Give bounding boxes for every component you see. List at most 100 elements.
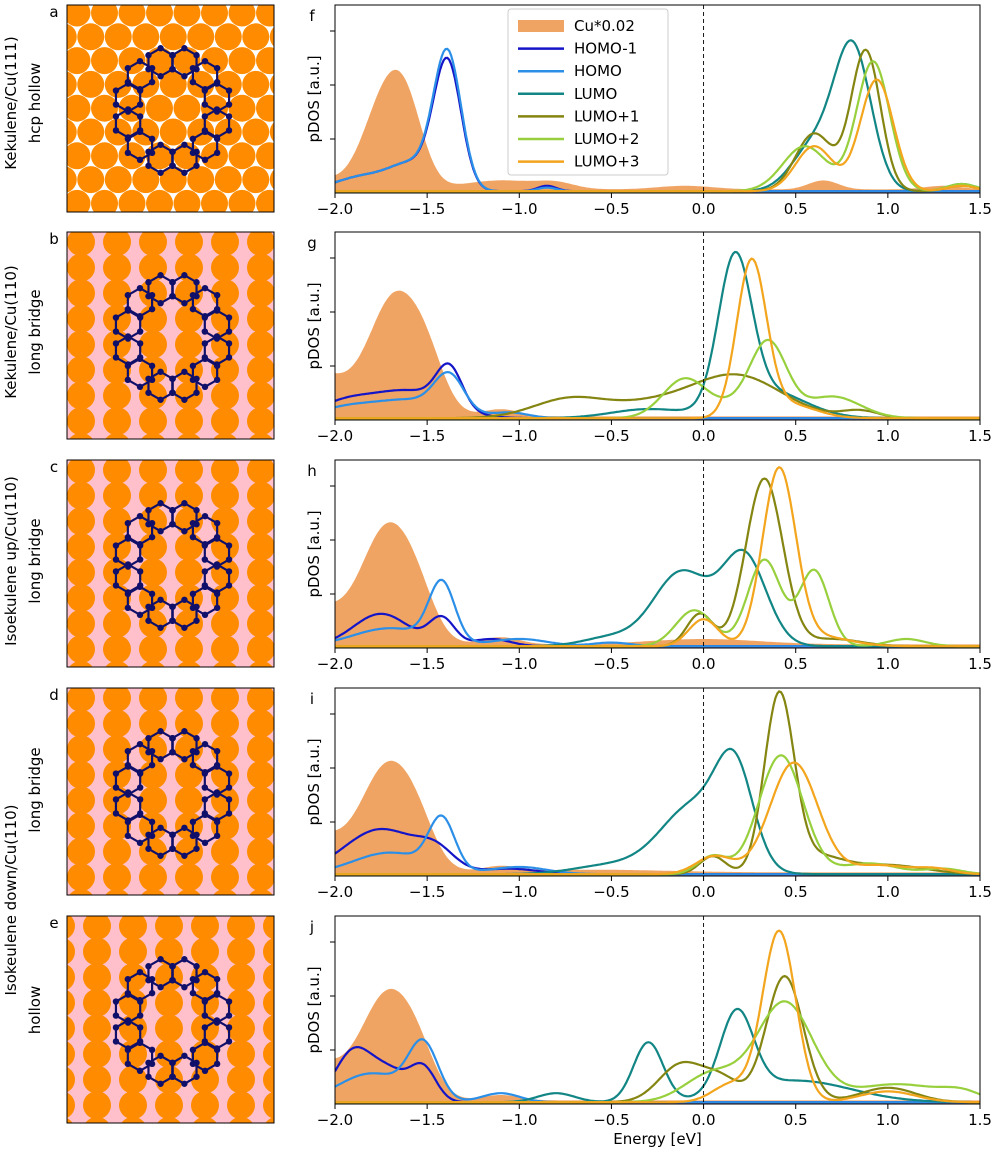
- carbon-atom: [193, 617, 200, 624]
- carbon-atom: [225, 1038, 233, 1045]
- series-line-lumoplus3: [335, 761, 980, 876]
- cu-atom: [173, 5, 201, 27]
- carbon-atom: [213, 519, 221, 527]
- carbon-atom: [136, 611, 144, 619]
- carbon-atom: [193, 375, 200, 382]
- cu-atom: [67, 189, 91, 212]
- series-line-lumoplus3: [335, 257, 980, 420]
- cu-atom: [242, 70, 270, 98]
- carbon-atom: [124, 533, 132, 541]
- cu-atom: [67, 786, 95, 815]
- carbon-atom: [193, 831, 200, 838]
- x-tick-label: 1.0: [876, 883, 900, 901]
- carbon-atom: [201, 328, 209, 335]
- carbon-atom: [148, 1060, 156, 1068]
- cu-dos-area: [335, 760, 980, 876]
- cu-atom: [132, 0, 159, 3]
- carbon-atom: [145, 521, 152, 528]
- cu-atom: [67, 964, 75, 990]
- carbon-atom: [145, 977, 152, 984]
- carbon-atom: [136, 540, 144, 548]
- carbon-atom: [112, 796, 120, 803]
- x-tick-label: −1.0: [501, 200, 537, 218]
- cu-atom: [211, 381, 239, 410]
- carbon-atom: [225, 113, 233, 120]
- carbon-atom: [169, 831, 176, 838]
- carbon-atom: [124, 975, 132, 983]
- carbon-atom: [136, 1024, 144, 1031]
- carbon-atom: [169, 1073, 176, 1080]
- cu-atom: [175, 407, 203, 436]
- legend-label: Cu*0.02: [574, 17, 635, 35]
- cu-atom: [299, 1066, 327, 1094]
- x-tick-label: −1.0: [501, 883, 537, 901]
- carbon-atom: [225, 784, 233, 791]
- carbon-atom: [157, 624, 164, 631]
- cu-atom: [77, 118, 105, 146]
- cu-atom: [67, 507, 95, 536]
- legend-label: LUMO+3: [574, 153, 639, 171]
- cu-atom: [283, 889, 311, 917]
- cu-atom: [201, 5, 228, 27]
- cu-atom: [175, 635, 203, 664]
- cu-atom: [227, 1040, 255, 1068]
- x-tick-label: −0.5: [593, 427, 629, 445]
- cu-atom: [201, 189, 228, 212]
- carbon-atom: [201, 314, 209, 321]
- carbon-atom: [193, 162, 200, 169]
- cu-atom: [67, 119, 77, 145]
- cu-atom: [31, 610, 59, 638]
- cu-atom: [105, 432, 129, 439]
- cu-atom: [67, 304, 95, 333]
- cu-atom: [69, 660, 93, 667]
- carbon-atom: [157, 984, 164, 991]
- carbon-atom: [201, 796, 209, 803]
- cu-atom: [249, 660, 273, 667]
- x-tick-label: 0.0: [692, 655, 716, 673]
- carbon-atom: [193, 279, 200, 286]
- carbon-atom: [136, 284, 144, 292]
- x-tick-label: −2.0: [317, 200, 353, 218]
- carbon-atom: [124, 791, 132, 798]
- row-label-a: Kekulene/Cu(111): [2, 36, 20, 170]
- row-label-de: Isokeulene down/Cu(110): [2, 804, 20, 995]
- cu-atom: [247, 735, 274, 764]
- cu-atom: [91, 189, 118, 212]
- carbon-atom: [193, 507, 200, 514]
- cu-atom: [299, 938, 327, 966]
- cu-atom: [283, 914, 311, 942]
- cu-atom: [187, 166, 215, 194]
- cu-atom: [263, 989, 274, 1017]
- series-line-lumoplus3: [335, 78, 980, 193]
- cu-atom: [247, 532, 274, 561]
- cu-atom: [104, 166, 132, 194]
- cu-atom: [228, 47, 256, 75]
- carbon-atom: [201, 1024, 209, 1031]
- cu-atom: [247, 812, 274, 840]
- cu-atom: [141, 660, 165, 667]
- carbon-atom: [136, 796, 144, 803]
- panel-letter: h: [307, 462, 317, 480]
- cu-atom: [283, 863, 311, 891]
- cu-atom: [83, 1014, 111, 1043]
- cu-atom: [247, 407, 274, 436]
- x-tick-label: −1.5: [409, 1111, 445, 1129]
- x-tick-label: 0.5: [784, 655, 808, 673]
- x-tick-label: −1.5: [409, 883, 445, 901]
- cu-atom: [335, 963, 363, 991]
- carbon-atom: [169, 977, 176, 984]
- carbon-atom: [189, 761, 197, 769]
- cu-dos-area: [335, 988, 980, 1104]
- cu-atom: [67, 166, 77, 193]
- carbon-atom: [112, 340, 120, 347]
- cu-atom: [67, 253, 95, 282]
- cu-atom: [155, 988, 183, 1017]
- x-axis-label: Energy [eV]: [613, 1130, 701, 1148]
- carbon-atom: [124, 78, 132, 86]
- copper-atoms: [67, 0, 274, 212]
- cu-atom: [83, 1091, 111, 1120]
- cu-atom: [175, 460, 203, 484]
- carbon-atom: [145, 1073, 152, 1080]
- cu-atom: [104, 23, 132, 51]
- cu-atom: [214, 23, 242, 51]
